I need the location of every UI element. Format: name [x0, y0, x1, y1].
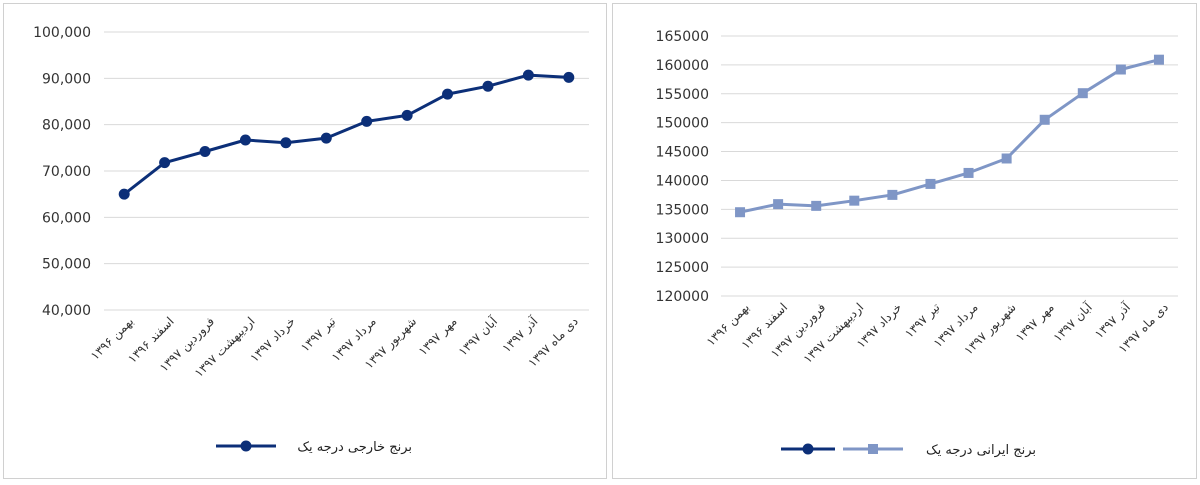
y-tick-label: 90,000	[42, 71, 91, 87]
data-point	[159, 157, 171, 169]
legend-marker	[802, 443, 814, 455]
x-tick-label: مهر ۱۳۹۷	[1013, 300, 1058, 345]
y-tick-label: 165000	[656, 29, 709, 45]
x-tick-label: آبان ۱۳۹۷	[455, 313, 501, 359]
x-tick-label: مهر ۱۳۹۷	[416, 314, 461, 359]
y-tick-label: 80,000	[42, 118, 91, 134]
data-point	[1115, 64, 1126, 75]
data-point	[849, 195, 860, 206]
y-tick-label: 70,000	[42, 164, 91, 180]
y-tick-label: 60,000	[42, 210, 91, 226]
data-point	[1039, 114, 1050, 125]
data-point	[1001, 153, 1012, 164]
data-point	[442, 88, 454, 100]
legend-marker	[240, 440, 252, 452]
data-point	[199, 146, 211, 158]
data-point	[320, 132, 332, 144]
y-tick-label: 120000	[656, 289, 709, 305]
series-line	[739, 58, 1160, 214]
data-point	[1077, 88, 1088, 99]
series-line	[123, 73, 569, 196]
y-tick-label: 145000	[656, 145, 709, 161]
data-point	[118, 188, 130, 200]
legend-label: برنج ایرانی درجه یک	[926, 443, 1036, 458]
data-point	[522, 69, 534, 81]
y-tick-label: 135000	[656, 202, 709, 218]
left-chart-svg: 40,000 50,000 60,000 70,000 80,000 90,000 100,…	[33, 25, 589, 455]
data-point	[401, 109, 413, 121]
data-point	[773, 199, 784, 210]
y-tick-label: 40,000	[42, 303, 91, 319]
legend: برنج ایرانی درجه یک	[781, 443, 1036, 458]
y-tick-label: 100,000	[33, 25, 91, 41]
data-point	[1153, 54, 1164, 65]
y-tick-label: 140000	[656, 173, 709, 189]
y-tick-label: 160000	[656, 58, 709, 74]
data-point	[563, 71, 575, 83]
y-tick-label: 130000	[656, 231, 709, 247]
y-tick-label: 50,000	[42, 257, 91, 273]
data-point	[887, 189, 898, 200]
y-tick-label: 150000	[656, 116, 709, 132]
data-point	[925, 178, 936, 189]
right-chart-svg: 120000 125000 130000 135000 140000 145000 1500…	[656, 29, 1178, 458]
x-tick-label: آبان ۱۳۹۷	[1050, 299, 1096, 345]
data-point	[239, 134, 251, 146]
left-chart-panel: 40,000 50,000 60,000 70,000 80,000 90,000 100,…	[3, 3, 607, 479]
legend-marker	[868, 444, 878, 454]
data-point	[280, 137, 292, 149]
data-point	[811, 200, 822, 211]
data-point	[482, 80, 494, 92]
data-point	[963, 167, 974, 178]
y-tick-label: 125000	[656, 260, 709, 276]
y-tick-label: 155000	[656, 87, 709, 103]
data-point	[735, 207, 746, 218]
legend: برنج خارجی درجه یک	[216, 440, 412, 455]
data-point	[361, 115, 373, 127]
right-chart-panel: 120000 125000 130000 135000 140000 145000 1500…	[612, 3, 1197, 479]
legend-label: برنج خارجی درجه یک	[297, 440, 412, 455]
